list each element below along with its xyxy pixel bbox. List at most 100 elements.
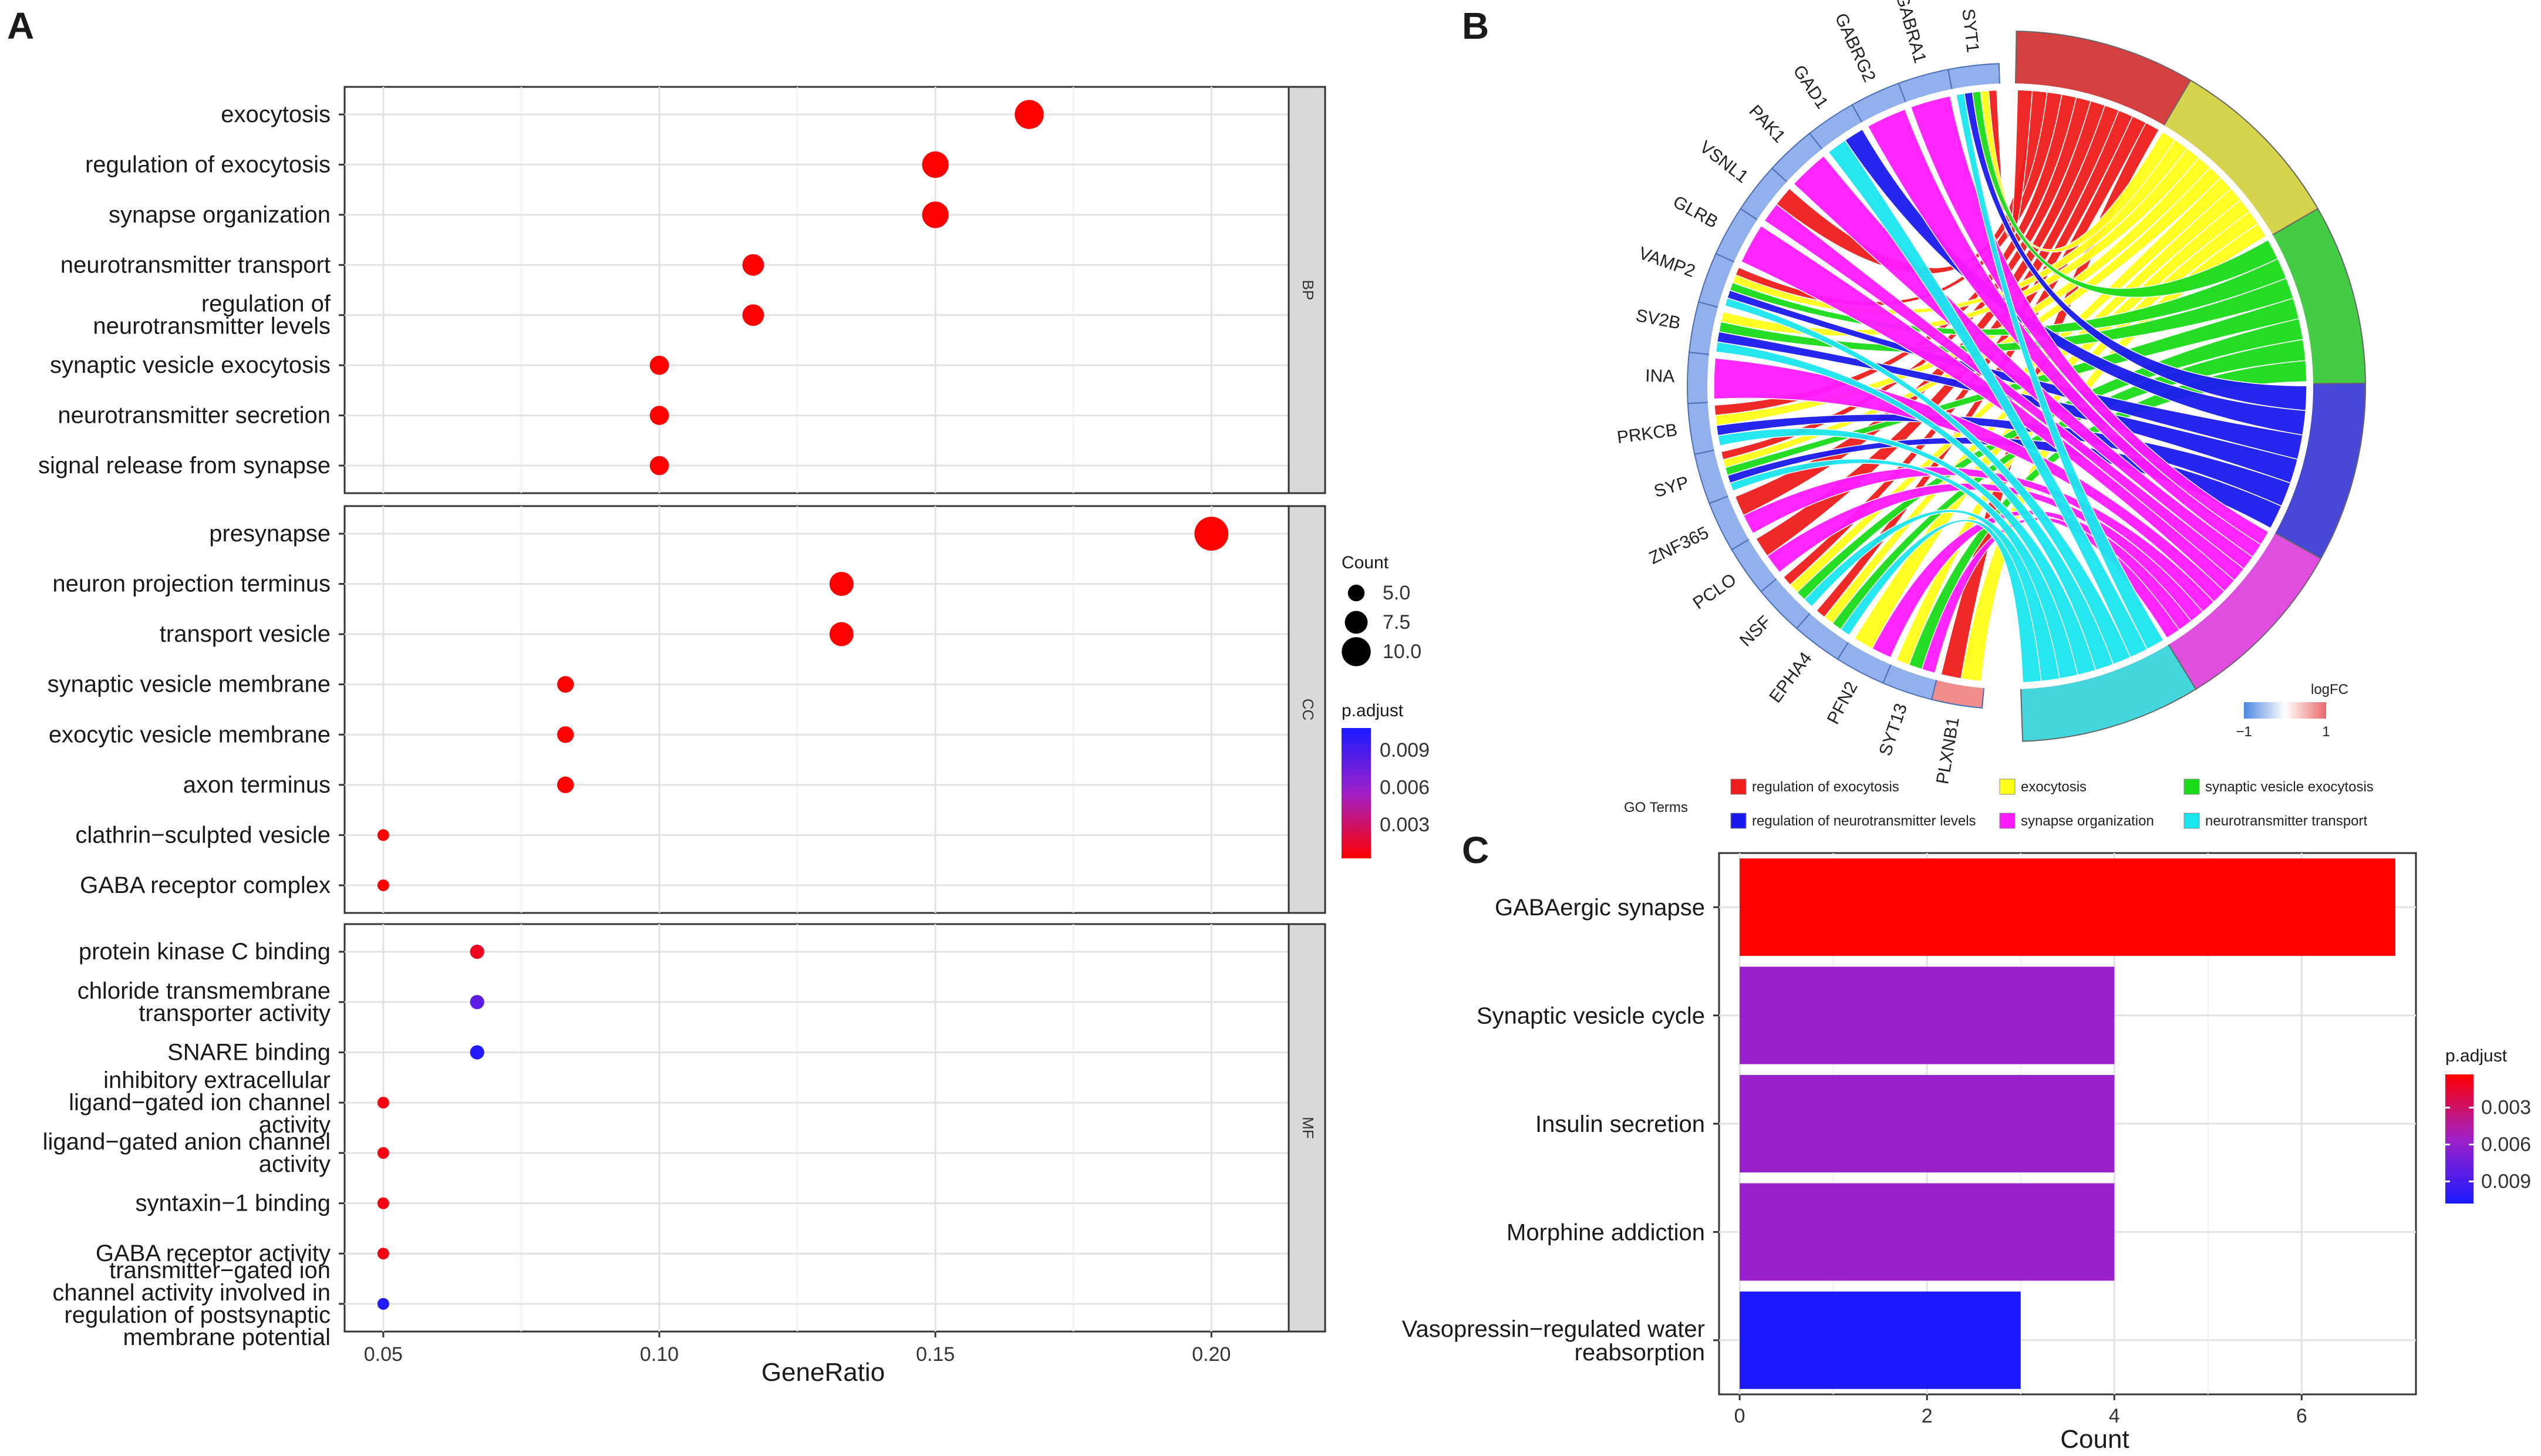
- padjust-legend-label-a: 0.003: [1380, 814, 1430, 836]
- gene-label: SYT13: [1876, 701, 1912, 758]
- term-label: ligand−gated ion channel: [69, 1090, 331, 1115]
- count-legend-label: 10.0: [1383, 641, 1421, 663]
- term-label: membrane potential: [123, 1324, 331, 1350]
- term-label: activity: [259, 1151, 331, 1177]
- facet-panel-cc: [343, 505, 1290, 914]
- term-dot: [470, 945, 484, 959]
- gene-sector: [1687, 351, 1710, 405]
- category-label: Insulin secretion: [1535, 1111, 1705, 1137]
- term-dot: [922, 151, 949, 178]
- gene-label: EPHA4: [1765, 649, 1815, 707]
- count-legend-label: 7.5: [1383, 611, 1410, 633]
- gene-label: VSNL1: [1696, 137, 1752, 187]
- gene-label: NSF: [1736, 612, 1775, 651]
- term-label: presynapse: [209, 521, 331, 547]
- term-label: clathrin−sculpted vesicle: [75, 822, 331, 848]
- panel-c-x-axis-title: Count: [2060, 1425, 2129, 1454]
- term-label: neurotransmitter transport: [60, 252, 331, 278]
- padjust-colorbar-a: [1342, 728, 1371, 858]
- term-dot: [470, 1045, 484, 1060]
- kegg-barplot-panel: GABAergic synapse Synaptic vesicle cycle I…: [1402, 852, 2417, 1427]
- x-tick-label: 0.20: [1192, 1343, 1231, 1366]
- go-terms-legend-title: GO Terms: [1624, 800, 1688, 815]
- term-label: protein kinase C binding: [79, 939, 331, 965]
- x-tick-label: 4: [2109, 1405, 2120, 1427]
- gene-label: GLRB: [1670, 192, 1721, 232]
- bar: [1740, 1183, 2115, 1281]
- facet-panel-mf: [343, 923, 1290, 1333]
- go-term-swatch: [1999, 813, 2016, 829]
- gene-label: PLXNB1: [1933, 716, 1963, 786]
- chord-ribbon: [1963, 92, 2307, 412]
- term-label: ligand−gated anion channel: [43, 1129, 331, 1155]
- gene-label: PRKCB: [1616, 420, 1679, 447]
- panel-a-x-axis-title: GeneRatio: [761, 1358, 885, 1387]
- gene-label: VAMP2: [1636, 244, 1698, 282]
- x-tick-label: 2: [1922, 1405, 1933, 1427]
- gene-label: GABRG2: [1831, 10, 1879, 85]
- term-dot: [377, 1248, 389, 1260]
- padjust-colorbar-c: [2445, 1074, 2473, 1204]
- count-legend-dot: [1347, 584, 1365, 602]
- padjust-legend-label-c: 0.009: [2481, 1170, 2531, 1192]
- logfc-legend-title: logFC: [2311, 682, 2348, 697]
- term-label: GABA receptor activity: [96, 1241, 331, 1266]
- bar: [1740, 1291, 2021, 1389]
- gene-label: PFN2: [1824, 679, 1862, 727]
- facet-strip-mf: [1288, 923, 1326, 1333]
- term-label: regulation of exocytosis: [85, 151, 331, 177]
- term-label: activity: [259, 1112, 331, 1138]
- x-tick-label: 0.10: [640, 1343, 679, 1366]
- padjust-legend-label-a: 0.009: [1380, 739, 1430, 761]
- term-dot: [922, 201, 949, 228]
- term-label: transport vesicle: [160, 621, 331, 647]
- term-label: neurotransmitter levels: [93, 314, 331, 339]
- count-legend-title: Count: [1342, 553, 1389, 572]
- facet-strip-label: CC: [1299, 699, 1317, 721]
- gene-label: SYP: [1652, 473, 1691, 501]
- category-label: Synaptic vesicle cycle: [1477, 1003, 1705, 1029]
- term-dot: [829, 572, 854, 596]
- gene-label: INA: [1645, 366, 1675, 386]
- panel-c-legend-ticks: 0.003 0.006 0.009: [2445, 1097, 2531, 1192]
- facet-strip-label: BP: [1299, 280, 1317, 301]
- facet-strip-cc: [1288, 505, 1326, 914]
- bar: [1740, 966, 2115, 1064]
- term-label: regulation of: [201, 291, 331, 317]
- x-tick-label: 0.05: [364, 1343, 403, 1366]
- category-label: Morphine addiction: [1507, 1219, 1705, 1245]
- term-label: neuron projection terminus: [52, 571, 331, 597]
- count-legend-dot: [1342, 637, 1371, 666]
- go-term-swatch: [2183, 813, 2200, 829]
- padjust-legend-label-c: 0.003: [2481, 1097, 2531, 1119]
- chord-ribbon: [1956, 93, 2164, 650]
- category-label: reabsorption: [1575, 1340, 1705, 1366]
- term-dot: [377, 829, 389, 841]
- gene-label: ZNF365: [1646, 523, 1712, 568]
- term-dot: [742, 304, 764, 326]
- gene-label: SV2B: [1635, 306, 1682, 333]
- go-term-label: neurotransmitter transport: [2205, 813, 2367, 829]
- term-dot: [649, 355, 669, 375]
- gene-label: SYT1: [1958, 8, 1982, 53]
- logfc-colorbar: [2244, 702, 2326, 719]
- go-term-label: regulation of exocytosis: [1752, 779, 1899, 795]
- term-label: synapse organization: [109, 202, 331, 228]
- term-dot: [377, 1147, 389, 1159]
- x-tick-label: 6: [2296, 1405, 2307, 1427]
- term-dot: [557, 676, 574, 693]
- term-dot: [377, 879, 389, 891]
- count-legend-dot: [1344, 611, 1368, 634]
- term-label: syntaxin−1 binding: [136, 1191, 331, 1216]
- term-dot: [742, 254, 764, 276]
- facet-panel-bp: [343, 86, 1290, 494]
- x-tick-label: 0: [1734, 1405, 1745, 1427]
- term-label: synaptic vesicle exocytosis: [50, 352, 331, 378]
- count-legend-label: 5.0: [1383, 582, 1410, 604]
- bar: [1740, 1075, 2115, 1172]
- go-term-label: synaptic vesicle exocytosis: [2205, 779, 2374, 795]
- chord-ribbon: [1988, 89, 2033, 239]
- term-label: exocytic vesicle membrane: [49, 722, 331, 747]
- chord-ribbon: [1972, 90, 2279, 298]
